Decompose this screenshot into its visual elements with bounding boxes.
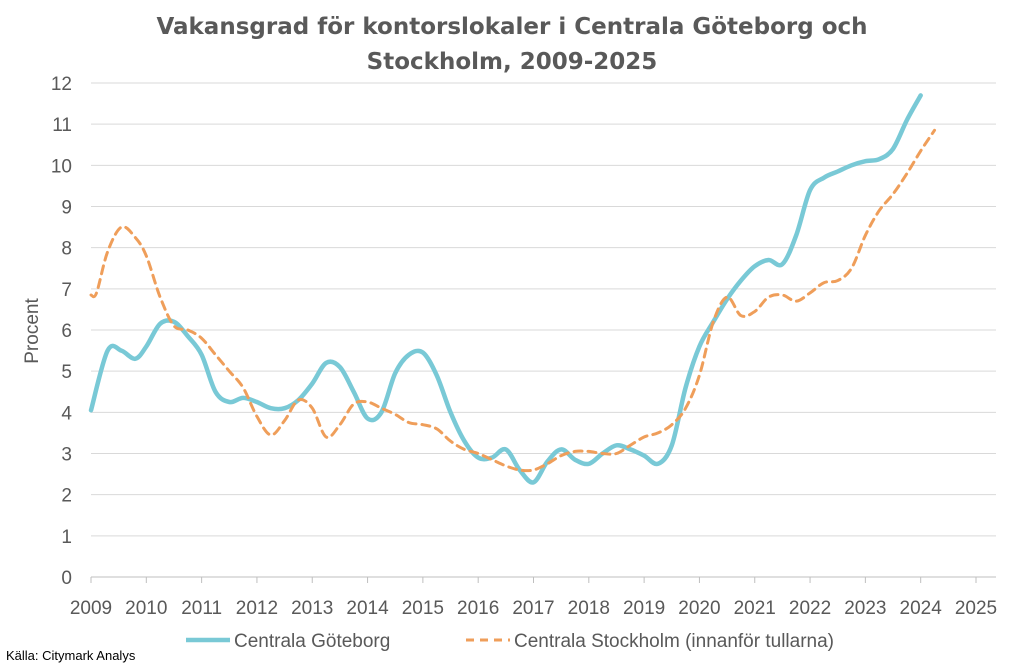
x-tick-label: 2023 <box>844 598 886 619</box>
x-tick-label: 2013 <box>291 598 333 619</box>
y-tick-label: 1 <box>61 527 72 548</box>
y-tick-label: 12 <box>51 74 72 95</box>
x-tick-label: 2016 <box>457 598 499 619</box>
x-tick-label: 2024 <box>900 598 943 619</box>
legend: Centrala Göteborg Centrala Stockholm (inn… <box>186 631 834 652</box>
x-tick-label: 2012 <box>236 598 278 619</box>
x-tick-label: 2022 <box>789 598 831 619</box>
legend-label-1: Centrala Göteborg <box>234 631 390 652</box>
source-note: Källa: Citymark Analys <box>6 648 136 663</box>
x-tick-label: 2020 <box>678 598 720 619</box>
x-tick-label: 2025 <box>955 598 997 619</box>
x-tick-label: 2011 <box>181 598 222 619</box>
y-tick-label: 8 <box>61 239 72 260</box>
y-tick-label: 11 <box>52 115 72 136</box>
x-tick-label: 2018 <box>568 598 610 619</box>
x-tick-label: 2014 <box>346 598 389 619</box>
y-tick-label: 5 <box>61 362 72 383</box>
x-tick-labels: 2009 2010 2011 2012 2013 2014 2015 2016 2017 2018… <box>70 598 997 619</box>
x-tick-label: 2010 <box>125 598 167 619</box>
gridlines <box>91 82 996 537</box>
y-axis-label: Procent <box>22 298 43 364</box>
chart-title-line-2: Stockholm, 2009-2025 <box>366 49 658 75</box>
y-tick-label: 3 <box>61 445 72 466</box>
y-tick-label: 0 <box>61 568 72 589</box>
x-tick-label: 2009 <box>70 598 112 619</box>
chart-title: Vakansgrad för kontorslokaler i Centrala… <box>0 10 1024 80</box>
series-line-1 <box>88 93 923 485</box>
y-tick-label: 10 <box>51 156 72 177</box>
y-tick-label: 9 <box>61 198 72 219</box>
x-tick-label: 2021 <box>734 598 776 619</box>
y-tick-label: 7 <box>61 280 72 301</box>
legend-label-2: Centrala Stockholm (innanför tullarna) <box>514 631 834 652</box>
series-lines <box>88 93 936 485</box>
y-tick-label: 4 <box>61 403 72 424</box>
x-tick-label: 2019 <box>623 598 665 619</box>
x-tick-label: 2015 <box>402 598 444 619</box>
x-tick-label: 2017 <box>512 598 554 619</box>
axes <box>90 576 996 583</box>
chart-title-line-1: Vakansgrad för kontorslokaler i Centrala… <box>156 14 868 40</box>
y-tick-label: 6 <box>61 321 72 342</box>
series-line-2 <box>89 128 936 473</box>
y-tick-label: 2 <box>61 486 72 507</box>
